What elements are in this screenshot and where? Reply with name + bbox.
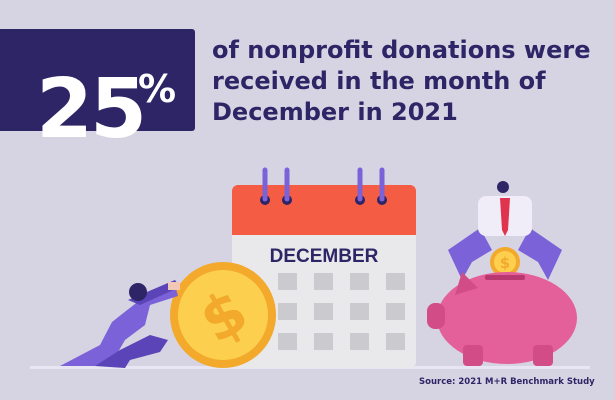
source-citation: Source: 2021 M+R Benchmark Study bbox=[419, 377, 595, 387]
calendar-month: DECEMBER bbox=[270, 246, 379, 267]
coin-icon: $ bbox=[170, 262, 276, 368]
headline: of nonprofit donations were received in … bbox=[212, 36, 591, 126]
stat-unit: % bbox=[138, 67, 177, 111]
stat-box: 25 % bbox=[0, 29, 195, 157]
person-with-coin-icon: $ bbox=[448, 181, 562, 280]
person-pushing-icon bbox=[60, 280, 180, 368]
stat-value: 25 bbox=[36, 62, 147, 157]
piggy-bank-icon bbox=[427, 272, 577, 366]
svg-text:$: $ bbox=[500, 254, 510, 272]
calendar-icon: DECEMBER bbox=[232, 167, 416, 368]
